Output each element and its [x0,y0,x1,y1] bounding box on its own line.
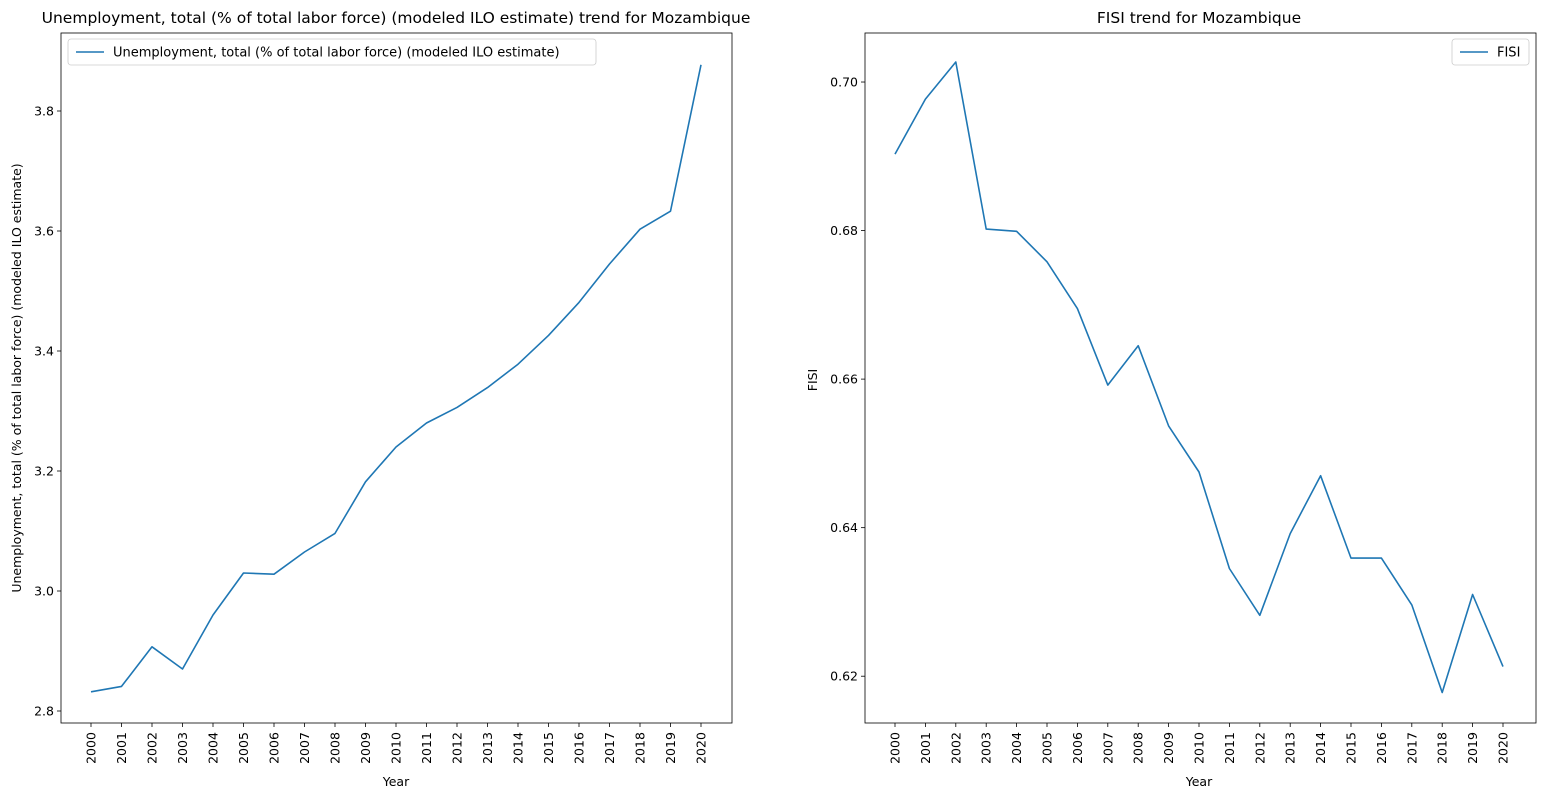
plot-area [61,33,732,723]
x-tick-label: 2015 [541,732,556,764]
x-tick-label: 2006 [1070,732,1085,764]
x-tick-label: 2017 [1404,732,1419,764]
x-tick-label: 2020 [694,732,709,764]
plot-frame [864,32,1537,724]
x-tick-label: 2015 [1344,732,1359,764]
y-tick-label: 0.70 [830,75,858,90]
x-tick-label: 2004 [1009,732,1024,764]
y-ticks: 2.8 3.0 3.2 3.4 3.6 3.8 [34,104,61,719]
legend-box [1451,38,1530,66]
x-tick-label: 2008 [1131,732,1146,764]
x-tick-label: 2000 [84,732,99,764]
x-tick-label: 2009 [358,732,373,764]
unemployment-chart: Unemployment, total (% of total labor fo… [9,9,750,789]
y-axis-label: Unemployment, total (% of total labor fo… [9,163,24,592]
plot-area [865,33,1536,723]
x-tick-label: 2019 [663,732,678,764]
x-tick-label: 2020 [1496,732,1511,764]
y-tick-label: 3.2 [34,464,54,479]
x-tick-label: 2002 [145,732,160,764]
plot-frame [60,32,733,724]
x-tick-label: 2018 [633,732,648,764]
x-tick-label: 2004 [206,732,221,764]
x-axis-label: Year [382,774,410,789]
legend-box [67,38,597,66]
x-tick-label: 2003 [175,732,190,764]
x-ticks: 2000 2001 2002 2003 2004 2005 2006 2007 2008 2009… [84,723,709,764]
x-tick-label: 2018 [1435,732,1450,764]
x-tick-label: 2008 [328,732,343,764]
y-axis-label: FISI [805,369,820,392]
chart-title: Unemployment, total (% of total labor fo… [42,9,751,27]
legend-label: FISI [1497,46,1520,61]
legend: FISI [1451,38,1530,66]
y-tick-label: 2.8 [34,704,54,719]
x-tick-label: 2001 [918,732,933,764]
y-tick-label: 3.0 [34,584,54,599]
x-tick-label: 2011 [419,732,434,764]
y-tick-label: 0.64 [830,520,858,535]
x-tick-label: 2000 [888,732,903,764]
x-tick-label: 2014 [1313,732,1328,764]
x-tick-label: 2014 [511,732,526,764]
x-tick-label: 2005 [236,732,251,764]
x-tick-label: 2019 [1465,732,1480,764]
x-tick-label: 2016 [1374,732,1389,764]
series-line-fisi [894,61,1504,694]
legend-label: Unemployment, total (% of total labor fo… [113,46,560,61]
series-line-unemployment [90,64,702,693]
legend: Unemployment, total (% of total labor fo… [67,38,597,66]
x-tick-label: 2010 [389,732,404,764]
x-axis-label: Year [1185,774,1213,789]
x-tick-label: 2013 [1283,732,1298,764]
x-tick-label: 2012 [1252,732,1267,764]
x-tick-label: 2007 [297,732,312,764]
x-ticks: 2000 2001 2002 2003 2004 2005 2006 2007 2008 2009… [888,723,1511,764]
y-tick-label: 3.8 [34,104,54,119]
x-tick-label: 2007 [1100,732,1115,764]
x-tick-label: 2005 [1040,732,1055,764]
x-tick-label: 2011 [1222,732,1237,764]
x-tick-label: 2001 [114,732,129,764]
x-tick-label: 2012 [450,732,465,764]
y-ticks: 0.62 0.64 0.66 0.68 0.70 [830,75,865,684]
y-tick-label: 0.66 [830,372,858,387]
y-tick-label: 0.62 [830,669,858,684]
chart-title: FISI trend for Mozambique [1097,9,1301,27]
y-tick-label: 3.6 [34,224,54,239]
x-tick-label: 2013 [480,732,495,764]
x-tick-label: 2002 [948,732,963,764]
y-tick-label: 0.68 [830,223,858,238]
x-tick-label: 2003 [979,732,994,764]
fisi-chart: FISI trend for Mozambique 2000 2001 2002 20… [805,9,1537,789]
x-tick-label: 2016 [572,732,587,764]
x-tick-label: 2017 [602,732,617,764]
x-tick-label: 2006 [267,732,282,764]
y-tick-label: 3.4 [34,344,54,359]
x-tick-label: 2009 [1161,732,1176,764]
x-tick-label: 2010 [1192,732,1207,764]
